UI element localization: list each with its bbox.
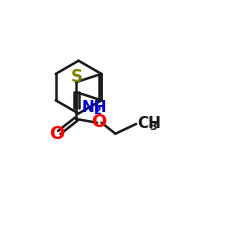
Text: S: S bbox=[70, 68, 82, 86]
Text: 3: 3 bbox=[149, 122, 156, 132]
Text: NH: NH bbox=[81, 100, 107, 115]
Text: O: O bbox=[49, 125, 64, 143]
Text: CH: CH bbox=[138, 116, 161, 131]
Text: 2: 2 bbox=[94, 106, 101, 116]
Text: O: O bbox=[91, 113, 106, 131]
